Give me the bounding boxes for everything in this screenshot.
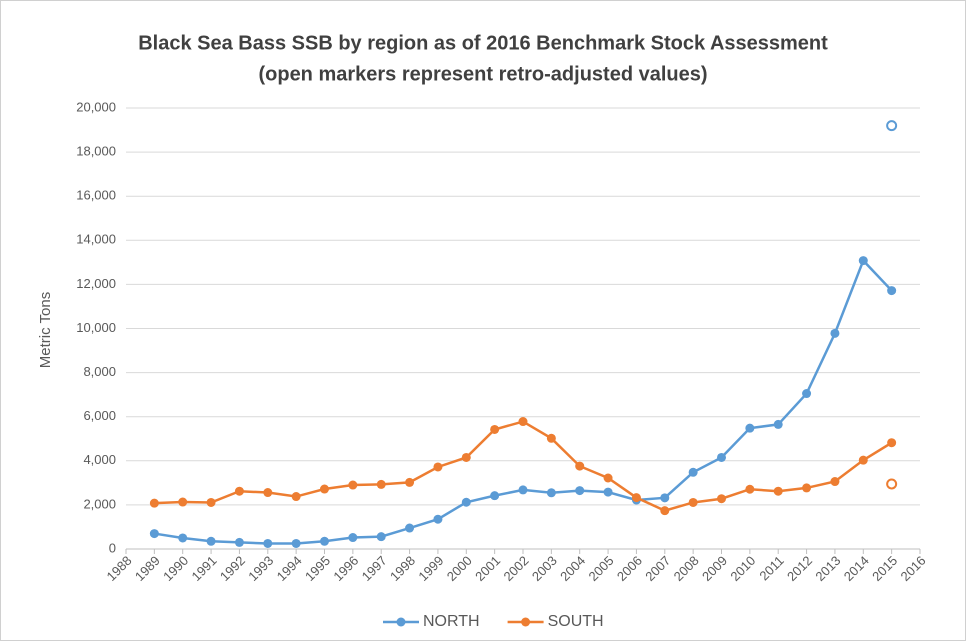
point bbox=[405, 477, 415, 487]
legend-label: NORTH bbox=[423, 613, 480, 630]
point bbox=[149, 498, 159, 508]
point bbox=[773, 486, 783, 496]
open-marker bbox=[886, 120, 898, 132]
point bbox=[802, 389, 812, 399]
point bbox=[149, 529, 159, 539]
point bbox=[603, 487, 613, 497]
chart-title: Black Sea Bass SSB by region as of 2016 … bbox=[138, 32, 828, 54]
point bbox=[717, 452, 726, 462]
point bbox=[178, 497, 188, 507]
point bbox=[461, 497, 471, 507]
point bbox=[717, 494, 726, 504]
point bbox=[206, 497, 216, 507]
y-tick-label: 6,000 bbox=[83, 408, 116, 423]
point bbox=[802, 483, 812, 493]
legend-marker bbox=[521, 617, 531, 627]
point bbox=[178, 533, 188, 543]
point bbox=[830, 477, 840, 487]
point bbox=[887, 286, 897, 296]
point bbox=[887, 438, 897, 448]
y-tick-label: 4,000 bbox=[83, 452, 116, 467]
legend-marker bbox=[396, 617, 406, 627]
point bbox=[745, 423, 755, 433]
point bbox=[518, 417, 528, 427]
y-axis-label: Metric Tons bbox=[37, 292, 54, 368]
open-marker bbox=[886, 478, 898, 490]
point bbox=[291, 492, 301, 502]
y-tick-label: 10,000 bbox=[76, 320, 116, 335]
y-tick-label: 14,000 bbox=[76, 232, 116, 247]
point bbox=[348, 533, 358, 543]
point bbox=[518, 485, 528, 495]
point bbox=[546, 488, 556, 498]
y-tick-label: 18,000 bbox=[76, 144, 116, 159]
point bbox=[320, 484, 329, 494]
point bbox=[773, 419, 783, 429]
point bbox=[745, 484, 755, 494]
point bbox=[263, 488, 273, 498]
point bbox=[405, 523, 415, 533]
point bbox=[376, 479, 386, 489]
point bbox=[631, 493, 641, 503]
point bbox=[575, 486, 585, 496]
point bbox=[575, 461, 585, 471]
point bbox=[490, 424, 500, 434]
point bbox=[376, 532, 386, 542]
y-tick-label: 12,000 bbox=[76, 276, 116, 291]
point bbox=[234, 537, 244, 547]
y-tick-label: 0 bbox=[109, 540, 116, 555]
point bbox=[858, 256, 868, 266]
point bbox=[291, 538, 301, 548]
point bbox=[263, 538, 273, 548]
y-tick-label: 8,000 bbox=[83, 364, 116, 379]
point bbox=[433, 514, 443, 524]
point bbox=[490, 491, 500, 501]
point bbox=[234, 486, 244, 496]
legend-label: SOUTH bbox=[548, 613, 604, 630]
point bbox=[206, 536, 216, 546]
point bbox=[603, 473, 613, 483]
point bbox=[348, 480, 358, 490]
point bbox=[320, 536, 329, 546]
point bbox=[660, 493, 670, 503]
point bbox=[688, 497, 698, 507]
y-tick-label: 16,000 bbox=[76, 188, 116, 203]
point bbox=[858, 455, 868, 465]
point bbox=[461, 452, 471, 462]
point bbox=[688, 467, 698, 477]
chart-subtitle: (open markers represent retro-adjusted v… bbox=[258, 63, 707, 85]
point bbox=[660, 506, 670, 516]
point bbox=[433, 462, 443, 472]
point bbox=[830, 328, 840, 338]
y-tick-label: 2,000 bbox=[83, 496, 116, 511]
y-tick-label: 20,000 bbox=[76, 99, 116, 114]
point bbox=[546, 433, 556, 443]
